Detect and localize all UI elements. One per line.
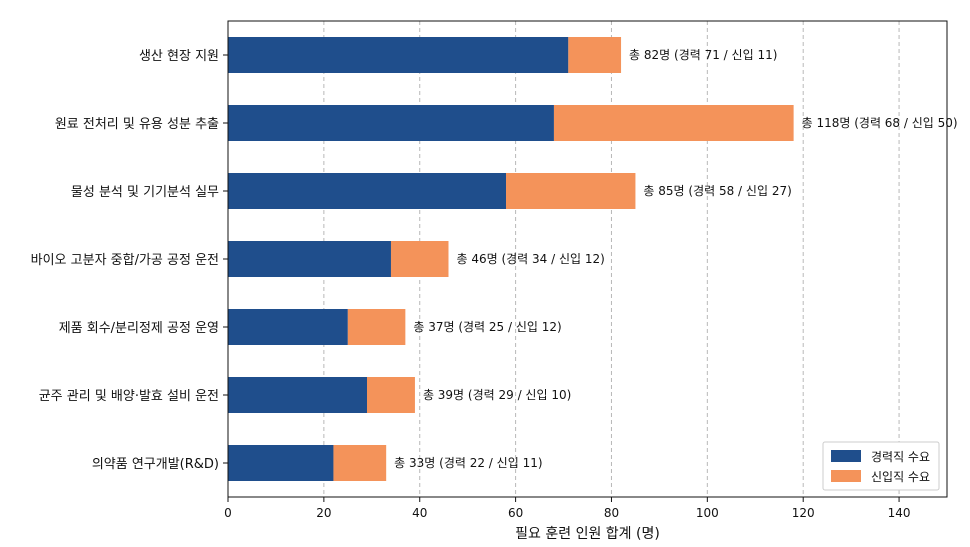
x-tick-label: 100 — [696, 506, 719, 520]
data-label: 총 46명 (경력 34 / 신입 12) — [456, 252, 604, 266]
legend-swatch — [831, 470, 861, 482]
bar-new-hire — [568, 37, 622, 73]
x-tick-label: 20 — [316, 506, 331, 520]
x-tick-label: 120 — [792, 506, 815, 520]
bar-new-hire — [367, 377, 415, 413]
bar-experienced — [228, 37, 569, 73]
bar-experienced — [228, 309, 348, 345]
bar-experienced — [228, 445, 334, 481]
bar-new-hire — [347, 309, 406, 345]
x-tick-label: 140 — [888, 506, 911, 520]
data-label: 총 37명 (경력 25 / 신입 12) — [413, 320, 561, 334]
category-label: 의약품 연구개발(R&D) — [92, 457, 219, 472]
data-label: 총 118명 (경력 68 / 신입 50) — [802, 116, 958, 130]
category-label: 바이오 고분자 중합/가공 공정 운전 — [31, 253, 219, 268]
bar-new-hire — [553, 105, 794, 141]
category-label: 제품 회수/분리정제 공정 운영 — [59, 321, 219, 336]
legend-label: 경력직 수요 — [871, 450, 930, 464]
x-tick-label: 60 — [508, 506, 523, 520]
category-label: 생산 현장 지원 — [139, 49, 219, 64]
data-label: 총 85명 (경력 58 / 신입 27) — [643, 184, 791, 198]
x-axis-title: 필요 훈련 인원 합계 (명) — [515, 526, 660, 542]
data-label: 총 39명 (경력 29 / 신입 10) — [423, 388, 571, 402]
bar-new-hire — [506, 173, 636, 209]
data-label: 총 33명 (경력 22 / 신입 11) — [394, 456, 542, 470]
x-tick-label: 40 — [412, 506, 427, 520]
x-tick-label: 80 — [604, 506, 619, 520]
category-label: 물성 분석 및 기기분석 실무 — [71, 185, 219, 200]
category-label: 균주 관리 및 배양·발효 설비 운전 — [39, 389, 219, 404]
bar-experienced — [228, 105, 554, 141]
data-label: 총 82명 (경력 71 / 신입 11) — [629, 48, 777, 62]
legend-swatch — [831, 450, 861, 462]
x-tick-label: 0 — [224, 506, 232, 520]
bar-experienced — [228, 377, 368, 413]
plot-frame — [227, 20, 948, 498]
legend-label: 신입직 수요 — [871, 470, 930, 484]
bar-new-hire — [333, 445, 387, 481]
bar-new-hire — [390, 241, 449, 277]
category-label: 원료 전처리 및 유용 성분 추출 — [55, 117, 219, 132]
bar-experienced — [228, 173, 507, 209]
bar-experienced — [228, 241, 391, 277]
